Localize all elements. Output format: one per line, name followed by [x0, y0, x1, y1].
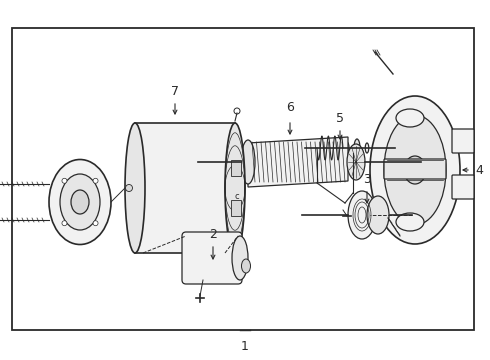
Ellipse shape — [93, 178, 98, 183]
Ellipse shape — [396, 213, 424, 231]
Ellipse shape — [234, 108, 240, 114]
Ellipse shape — [62, 178, 67, 183]
Text: 7: 7 — [171, 85, 179, 98]
Text: 4: 4 — [475, 163, 483, 176]
Ellipse shape — [241, 140, 255, 184]
Ellipse shape — [348, 191, 376, 239]
Text: 1: 1 — [241, 341, 249, 354]
Bar — [12, 28, 474, 330]
Text: 2: 2 — [209, 228, 217, 240]
Text: 3: 3 — [363, 172, 371, 185]
Ellipse shape — [62, 221, 67, 226]
Ellipse shape — [60, 174, 100, 230]
Ellipse shape — [125, 185, 132, 192]
Ellipse shape — [125, 123, 145, 253]
Ellipse shape — [384, 115, 446, 225]
FancyBboxPatch shape — [384, 159, 446, 179]
Ellipse shape — [365, 143, 369, 153]
FancyBboxPatch shape — [452, 129, 474, 153]
Ellipse shape — [354, 139, 360, 157]
Ellipse shape — [225, 123, 245, 253]
Ellipse shape — [404, 156, 426, 184]
Ellipse shape — [367, 196, 389, 234]
Text: c: c — [235, 192, 239, 201]
Ellipse shape — [71, 190, 89, 214]
Ellipse shape — [370, 96, 460, 244]
Polygon shape — [248, 137, 348, 187]
FancyBboxPatch shape — [182, 232, 242, 284]
Bar — [231, 200, 241, 216]
Ellipse shape — [347, 144, 365, 180]
Ellipse shape — [232, 236, 248, 280]
Bar — [231, 160, 241, 176]
Ellipse shape — [345, 142, 349, 154]
Text: 6: 6 — [286, 100, 294, 113]
Text: 5: 5 — [336, 112, 344, 125]
Ellipse shape — [396, 109, 424, 127]
FancyBboxPatch shape — [452, 175, 474, 199]
Bar — [135, 123, 235, 253]
Ellipse shape — [242, 259, 250, 273]
Ellipse shape — [93, 221, 98, 226]
Ellipse shape — [49, 159, 111, 244]
